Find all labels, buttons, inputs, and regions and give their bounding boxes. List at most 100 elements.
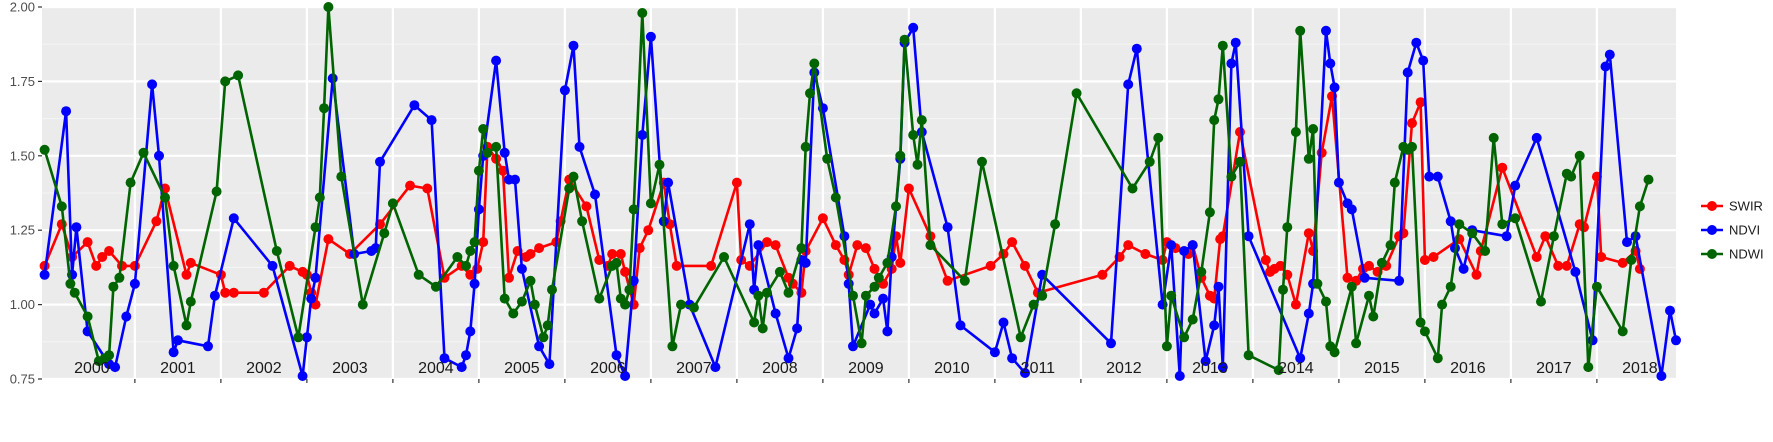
- data-point-swir: [1561, 260, 1572, 271]
- data-point-ndwi: [637, 8, 648, 18]
- data-point-ndvi: [1359, 272, 1370, 283]
- data-point-swir: [478, 237, 489, 248]
- data-point-ndwi: [1617, 326, 1628, 337]
- data-point-ndwi: [1015, 332, 1026, 343]
- data-point-swir: [731, 177, 742, 188]
- data-point-swir: [220, 287, 231, 298]
- legend-label: NDWI: [1729, 247, 1764, 262]
- data-point-ndwi: [1407, 141, 1417, 152]
- data-point-ndwi: [499, 293, 510, 304]
- data-point-ndvi: [61, 106, 72, 117]
- data-point-ndwi: [185, 296, 196, 307]
- data-point-ndwi: [848, 290, 858, 301]
- data-point-swir: [534, 243, 545, 254]
- data-point-swir: [82, 237, 93, 248]
- data-point-ndwi: [1548, 231, 1559, 242]
- data-point-ndwi: [1480, 246, 1491, 256]
- data-point-swir: [104, 246, 115, 256]
- legend-key-point: [1707, 201, 1717, 211]
- data-point-ndvi: [1131, 43, 1142, 54]
- data-point-swir: [869, 263, 880, 274]
- data-point-ndwi: [908, 130, 919, 140]
- data-point-ndwi: [1209, 115, 1220, 126]
- data-point-ndvi: [456, 362, 467, 373]
- data-point-swir: [706, 260, 717, 271]
- data-point-ndwi: [220, 76, 231, 87]
- data-point-ndwi: [757, 323, 768, 334]
- data-point-ndvi: [1295, 353, 1306, 364]
- data-point-ndwi: [667, 341, 678, 352]
- y-tick-label: 1.75: [10, 74, 35, 89]
- data-point-ndwi: [1510, 213, 1521, 224]
- data-point-swir: [860, 243, 871, 254]
- data-point-swir: [770, 240, 781, 251]
- data-point-ndvi: [228, 213, 239, 224]
- data-point-ndvi: [1187, 240, 1198, 251]
- data-point-swir: [607, 249, 618, 259]
- data-point-ndwi: [912, 159, 923, 170]
- data-point-ndwi: [271, 246, 282, 256]
- data-point-ndvi: [129, 278, 140, 289]
- data-point-ndwi: [181, 320, 192, 331]
- year-label: 2005: [504, 360, 540, 377]
- legend-key-point: [1707, 249, 1717, 259]
- data-point-ndwi: [319, 103, 330, 114]
- data-point-swir: [258, 287, 269, 298]
- data-point-ndvi: [1325, 58, 1336, 69]
- data-point-ndvi: [1020, 368, 1030, 378]
- y-tick-label: 0.75: [10, 372, 35, 387]
- data-point-ndwi: [233, 70, 244, 81]
- data-point-ndwi: [645, 198, 656, 209]
- data-point-ndvi: [267, 260, 278, 271]
- data-point-ndwi: [628, 204, 639, 215]
- year-label: 2003: [332, 360, 368, 377]
- data-point-ndvi: [1303, 308, 1314, 319]
- data-point-ndwi: [809, 58, 820, 69]
- data-point-ndvi: [882, 326, 893, 337]
- data-point-swir: [1596, 252, 1607, 262]
- data-point-ndwi: [469, 237, 480, 248]
- data-point-ndvi: [865, 299, 876, 310]
- data-point-swir: [1497, 162, 1508, 173]
- data-point-ndwi: [1050, 219, 1061, 230]
- data-point-swir: [181, 269, 192, 280]
- data-point-ndvi: [1432, 171, 1443, 182]
- data-point-ndvi: [306, 293, 317, 304]
- data-point-ndvi: [147, 79, 158, 90]
- data-point-swir: [1419, 255, 1430, 265]
- data-point-ndwi: [1295, 25, 1306, 36]
- data-point-swir: [1140, 249, 1151, 259]
- data-point-swir: [895, 257, 906, 268]
- data-point-ndwi: [1028, 299, 1039, 310]
- data-point-ndwi: [977, 156, 987, 167]
- data-point-swir: [1471, 269, 1482, 280]
- data-point-ndwi: [452, 252, 463, 262]
- data-point-ndvi: [800, 257, 811, 268]
- data-point-swir: [1407, 118, 1417, 129]
- data-point-swir: [1303, 228, 1314, 239]
- data-point-ndwi: [1204, 207, 1215, 218]
- year-label: 2017: [1536, 360, 1572, 377]
- data-point-ndvi: [297, 371, 308, 381]
- series-ndwi: [39, 2, 1654, 376]
- data-point-ndvi: [1174, 371, 1185, 381]
- data-point-ndwi: [654, 159, 665, 170]
- data-point-swir: [942, 275, 953, 286]
- data-point-ndwi: [856, 338, 867, 349]
- data-point-ndwi: [138, 147, 149, 158]
- data-point-ndwi: [1445, 281, 1456, 292]
- data-point-ndwi: [620, 299, 631, 310]
- y-tick-label: 1.50: [10, 148, 35, 163]
- data-point-ndvi: [590, 189, 600, 200]
- data-point-ndvi: [510, 174, 520, 185]
- data-point-swir: [1316, 147, 1327, 158]
- data-point-ndwi: [805, 88, 815, 99]
- data-point-ndwi: [1497, 219, 1508, 230]
- data-point-ndvi: [1424, 171, 1435, 182]
- data-point-swir: [1097, 269, 1108, 280]
- data-point-ndvi: [1346, 204, 1357, 215]
- legend-item-ndvi: NDVI: [1701, 223, 1760, 238]
- data-point-ndwi: [1166, 290, 1177, 301]
- data-point-ndwi: [1351, 338, 1362, 349]
- data-point-ndvi: [1665, 305, 1675, 316]
